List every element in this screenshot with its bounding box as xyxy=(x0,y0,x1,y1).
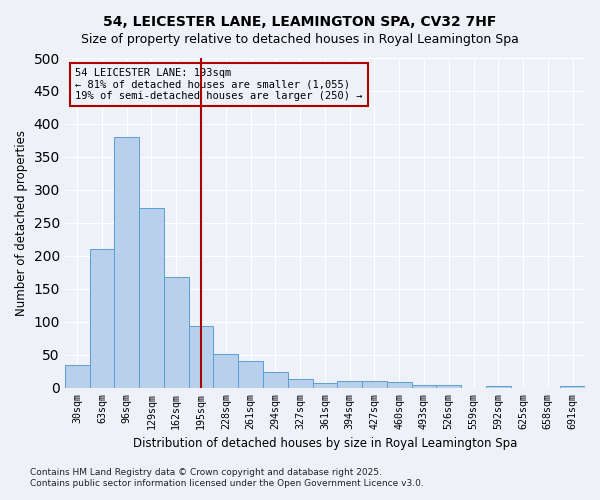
Bar xyxy=(337,380,362,388)
Bar xyxy=(188,326,214,388)
Text: Contains HM Land Registry data © Crown copyright and database right 2025.
Contai: Contains HM Land Registry data © Crown c… xyxy=(30,468,424,487)
Bar xyxy=(263,372,288,388)
Bar xyxy=(288,379,313,388)
Bar xyxy=(164,277,188,388)
Bar xyxy=(65,364,89,388)
Bar xyxy=(560,386,585,388)
Bar xyxy=(362,380,387,388)
Text: 54, LEICESTER LANE, LEAMINGTON SPA, CV32 7HF: 54, LEICESTER LANE, LEAMINGTON SPA, CV32… xyxy=(103,15,497,29)
X-axis label: Distribution of detached houses by size in Royal Leamington Spa: Distribution of detached houses by size … xyxy=(133,437,517,450)
Bar xyxy=(313,382,337,388)
Bar xyxy=(436,384,461,388)
Bar xyxy=(115,137,139,388)
Bar xyxy=(89,250,115,388)
Bar xyxy=(387,382,412,388)
Bar xyxy=(139,208,164,388)
Bar xyxy=(238,362,263,388)
Bar xyxy=(214,354,238,388)
Bar xyxy=(412,385,436,388)
Text: Size of property relative to detached houses in Royal Leamington Spa: Size of property relative to detached ho… xyxy=(81,32,519,46)
Bar xyxy=(486,386,511,388)
Y-axis label: Number of detached properties: Number of detached properties xyxy=(15,130,28,316)
Text: 54 LEICESTER LANE: 193sqm
← 81% of detached houses are smaller (1,055)
19% of se: 54 LEICESTER LANE: 193sqm ← 81% of detac… xyxy=(75,68,362,101)
